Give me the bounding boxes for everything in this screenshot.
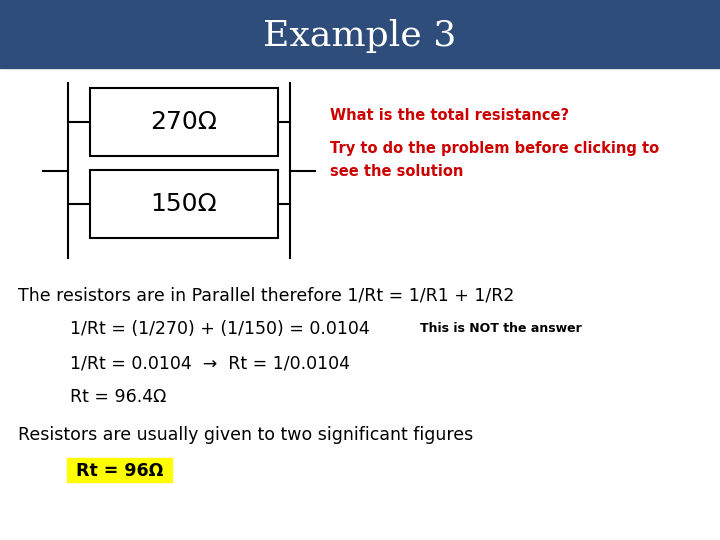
Bar <box>90 170 278 238</box>
Text: Resistors are usually given to two significant figures: Resistors are usually given to two signi… <box>18 426 473 444</box>
Text: 150Ω: 150Ω <box>150 192 217 216</box>
Text: Rt = 96Ω: Rt = 96Ω <box>76 462 163 480</box>
Text: The resistors are in Parallel therefore 1/Rt = 1/R1 + 1/R2: The resistors are in Parallel therefore … <box>18 286 514 304</box>
Text: 1/Rt = (1/270) + (1/150) = 0.0104: 1/Rt = (1/270) + (1/150) = 0.0104 <box>70 320 370 338</box>
Text: What is the total resistance?: What is the total resistance? <box>330 107 569 123</box>
Text: This is NOT the answer: This is NOT the answer <box>420 322 582 335</box>
Text: 1/Rt = 0.0104  →  Rt = 1/0.0104: 1/Rt = 0.0104 → Rt = 1/0.0104 <box>70 354 350 372</box>
Text: Example 3: Example 3 <box>264 19 456 53</box>
Bar <box>67 458 172 482</box>
Text: Rt = 96.4Ω: Rt = 96.4Ω <box>70 388 166 406</box>
Text: Try to do the problem before clicking to
see the solution: Try to do the problem before clicking to… <box>330 141 659 179</box>
Bar <box>90 88 278 156</box>
Text: 270Ω: 270Ω <box>150 110 217 134</box>
Bar <box>0 0 720 68</box>
